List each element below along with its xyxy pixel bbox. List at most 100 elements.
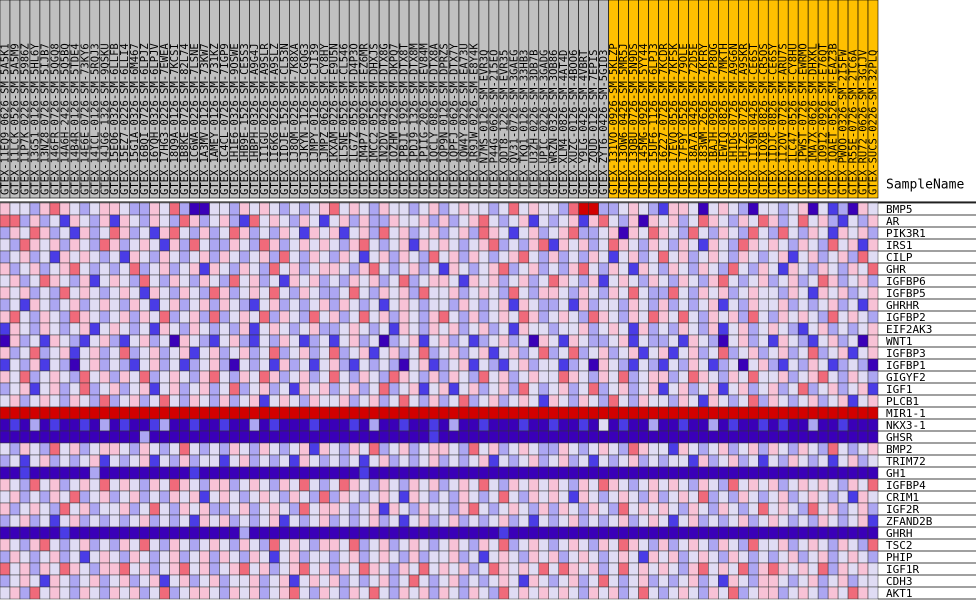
heatmap-cell bbox=[728, 430, 739, 444]
heatmap-cell bbox=[827, 514, 839, 528]
heatmap-cell bbox=[378, 538, 390, 552]
heatmap-cell bbox=[398, 490, 410, 504]
column-label: GTEX-WRZN-0326-SM-3OB86 bbox=[548, 50, 560, 195]
heatmap-cell bbox=[358, 490, 370, 504]
heatmap-cell bbox=[847, 370, 859, 384]
heatmap-cell bbox=[9, 490, 21, 504]
heatmap-cell bbox=[219, 238, 230, 252]
heatmap-cell bbox=[209, 346, 220, 360]
heatmap-cell bbox=[9, 214, 21, 228]
heatmap-cell bbox=[568, 238, 579, 252]
heatmap-cell bbox=[149, 526, 160, 540]
heatmap-cell bbox=[488, 382, 500, 396]
heatmap-cell bbox=[19, 202, 31, 216]
heatmap-cell bbox=[448, 538, 460, 552]
column-label: GTEX-1I2OV-0726-SM-ARU7S bbox=[778, 43, 790, 195]
heatmap-cell bbox=[219, 250, 230, 264]
heatmap-cell bbox=[69, 262, 81, 276]
heatmap-cell bbox=[189, 454, 200, 468]
heatmap-cell bbox=[408, 502, 420, 516]
heatmap-cell bbox=[239, 418, 250, 432]
heatmap-cell bbox=[468, 502, 480, 516]
heatmap-cell bbox=[378, 478, 390, 492]
heatmap-cell bbox=[558, 262, 569, 276]
heatmap-cell bbox=[408, 346, 420, 360]
heatmap-cell bbox=[777, 502, 789, 516]
heatmap-cell bbox=[378, 214, 390, 228]
heatmap-cell bbox=[817, 490, 829, 504]
heatmap-cell bbox=[538, 550, 549, 564]
heatmap-cell bbox=[219, 490, 230, 504]
heatmap-cell bbox=[438, 394, 450, 408]
heatmap-cell bbox=[299, 310, 310, 324]
heatmap-cell bbox=[718, 562, 729, 576]
heatmap-cell bbox=[19, 262, 31, 276]
heatmap-cell bbox=[518, 574, 530, 588]
heatmap-cell bbox=[368, 466, 380, 480]
heatmap-cell bbox=[618, 466, 629, 480]
heatmap-cell bbox=[159, 370, 170, 384]
heatmap-cell bbox=[658, 502, 669, 516]
heatmap-cell bbox=[279, 202, 290, 216]
heatmap-cell bbox=[428, 466, 440, 480]
heatmap-cell bbox=[329, 202, 340, 216]
heatmap-cell bbox=[478, 274, 490, 288]
heatmap-cell bbox=[199, 358, 210, 372]
heatmap-cell bbox=[787, 226, 799, 240]
heatmap-cell bbox=[857, 418, 869, 432]
heatmap-cell bbox=[149, 514, 160, 528]
heatmap-cell bbox=[139, 574, 150, 588]
heatmap-cell bbox=[578, 298, 589, 312]
heatmap-cell bbox=[648, 406, 659, 420]
heatmap-cell bbox=[588, 334, 599, 348]
heatmap-cell bbox=[608, 562, 619, 576]
heatmap-cell bbox=[319, 514, 330, 528]
heatmap-cell bbox=[648, 250, 659, 264]
heatmap-cell bbox=[458, 226, 470, 240]
heatmap-cell bbox=[239, 466, 250, 480]
heatmap-cell bbox=[159, 226, 170, 240]
heatmap-cell bbox=[259, 274, 270, 288]
heatmap-cell bbox=[19, 358, 31, 372]
heatmap-cell bbox=[279, 418, 290, 432]
heatmap-cell bbox=[289, 358, 300, 372]
heatmap-cell bbox=[388, 298, 400, 312]
heatmap-cell bbox=[777, 334, 789, 348]
heatmap-cell bbox=[458, 430, 470, 444]
heatmap-cell bbox=[428, 502, 440, 516]
heatmap-cell bbox=[508, 406, 520, 420]
heatmap-cell bbox=[768, 442, 779, 456]
heatmap-cell bbox=[837, 346, 849, 360]
heatmap-cell bbox=[149, 382, 160, 396]
heatmap-cell bbox=[668, 418, 679, 432]
heatmap-cell bbox=[89, 226, 101, 240]
heatmap-cell bbox=[867, 586, 879, 600]
heatmap-cell bbox=[279, 406, 290, 420]
heatmap-cell bbox=[119, 406, 130, 420]
heatmap-cell bbox=[368, 574, 380, 588]
heatmap-cell bbox=[249, 490, 260, 504]
heatmap-cell bbox=[229, 238, 240, 252]
heatmap-cell bbox=[718, 430, 729, 444]
heatmap-cell bbox=[857, 514, 869, 528]
heatmap-cell bbox=[648, 562, 659, 576]
heatmap-cell bbox=[758, 586, 769, 600]
heatmap-cell bbox=[169, 466, 180, 480]
heatmap-cell bbox=[408, 418, 420, 432]
heatmap-cell bbox=[229, 298, 240, 312]
heatmap-cell bbox=[378, 358, 390, 372]
heatmap-cell bbox=[279, 358, 290, 372]
heatmap-cell bbox=[159, 346, 170, 360]
heatmap-cell bbox=[269, 262, 280, 276]
heatmap-cell bbox=[289, 562, 300, 576]
column-header-cell bbox=[867, 0, 879, 199]
heatmap-cell bbox=[748, 238, 759, 252]
heatmap-cell bbox=[398, 394, 410, 408]
heatmap-cell bbox=[498, 442, 510, 456]
heatmap-cell bbox=[39, 538, 51, 552]
heatmap-cell bbox=[209, 238, 220, 252]
heatmap-cell bbox=[608, 466, 619, 480]
heatmap-cell bbox=[867, 430, 879, 444]
heatmap-cell bbox=[358, 562, 370, 576]
heatmap-cell bbox=[79, 358, 91, 372]
